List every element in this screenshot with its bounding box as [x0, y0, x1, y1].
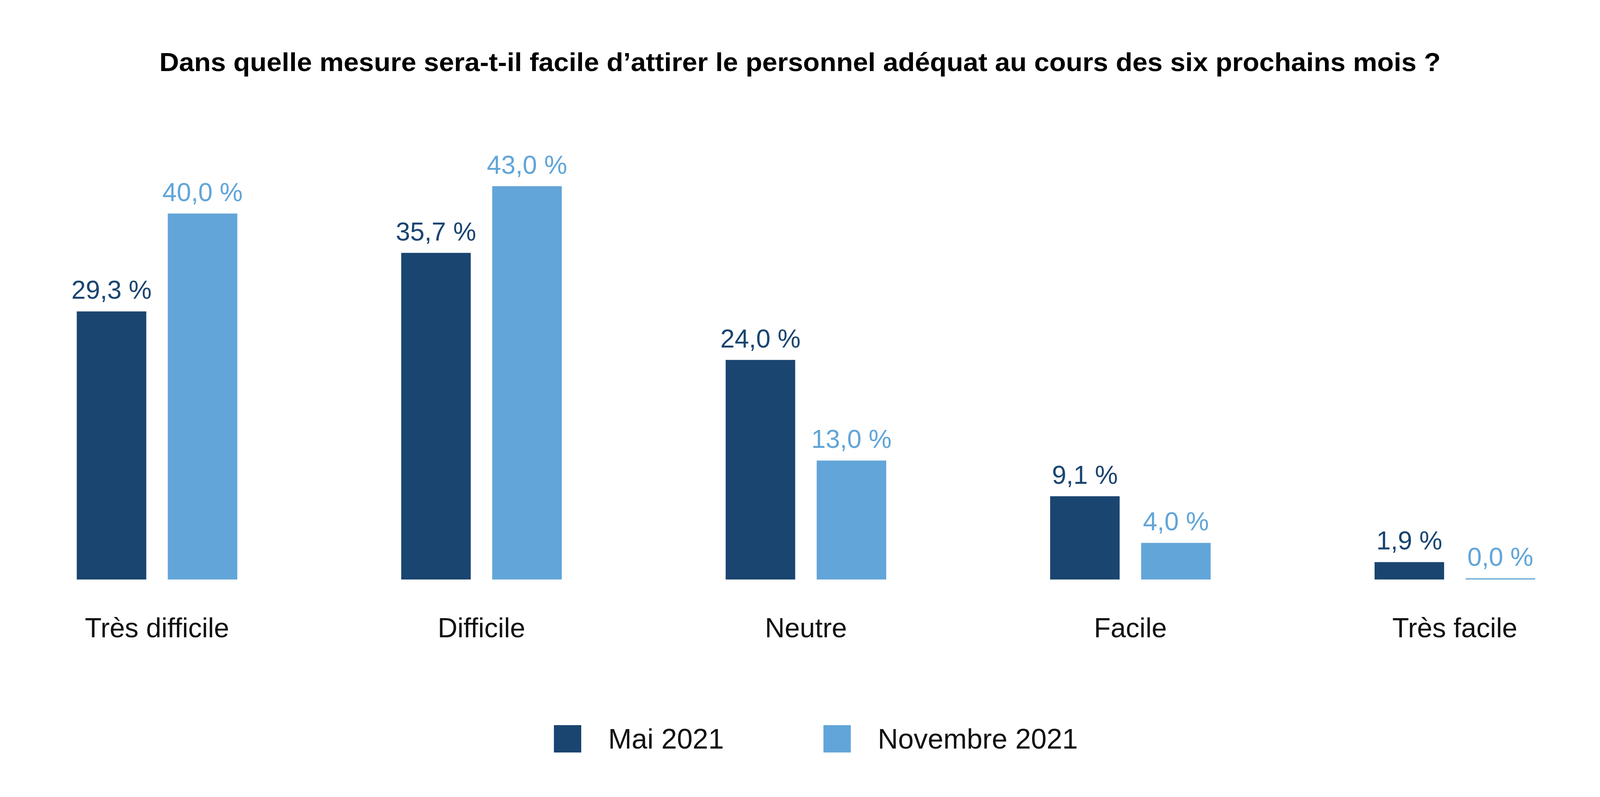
chart: Dans quelle mesure sera-t-il facile d’at…	[0, 0, 1600, 797]
category-label: Très facile	[1392, 612, 1518, 644]
legend-swatch	[553, 725, 582, 753]
bar	[492, 186, 562, 581]
category-label: Très difficile	[84, 612, 230, 644]
data-label: 13,0 %	[811, 424, 892, 454]
title: Dans quelle mesure sera-t-il facile d’at…	[159, 47, 1441, 77]
legend-label: Mai 2021	[608, 723, 724, 755]
data-label: 9,1 %	[1051, 460, 1118, 490]
bar	[816, 460, 887, 580]
bar	[76, 311, 147, 580]
legend-swatch	[823, 725, 851, 753]
data-label: 0,0 %	[1467, 542, 1534, 572]
category-label: Facile	[1093, 612, 1167, 644]
category-label: Difficile	[437, 612, 525, 644]
data-label: 1,9 %	[1376, 526, 1443, 556]
bar	[167, 213, 238, 580]
bar	[1141, 542, 1211, 580]
data-label: 4,0 %	[1142, 507, 1209, 536]
data-label: 35,7 %	[395, 217, 476, 247]
bar	[725, 360, 796, 580]
data-label: 40,0 %	[162, 177, 243, 207]
data-label: 29,3 %	[71, 275, 152, 305]
data-label: 24,0 %	[720, 324, 801, 354]
labels: 29,3 % 40,0 % Très difficile 35,7 % 43,0 % Di…	[71, 150, 1534, 644]
bar	[1374, 562, 1445, 580]
category-label: Neutre	[764, 612, 847, 644]
bar	[1465, 578, 1536, 580]
data-label: 43,0 %	[486, 150, 567, 180]
bar	[1050, 496, 1120, 580]
legend: Mai 2021 Novembre 2021	[553, 723, 1078, 755]
bars	[76, 186, 1536, 581]
chart-container: Dans quelle mesure sera-t-il facile d’at…	[0, 0, 1600, 797]
bar	[401, 253, 471, 580]
legend-label: Novembre 2021	[877, 723, 1078, 755]
